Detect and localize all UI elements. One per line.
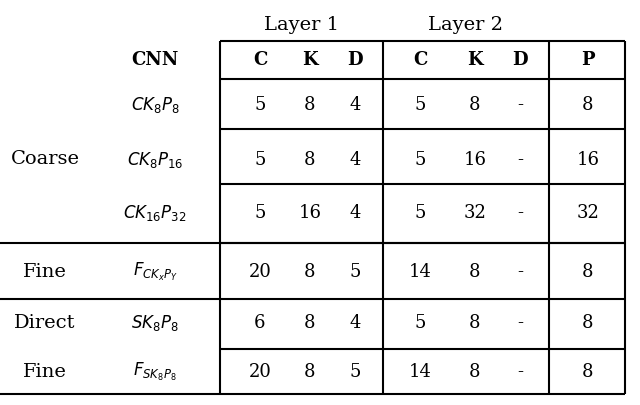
Text: P: P xyxy=(581,51,595,69)
Text: 32: 32 xyxy=(577,203,600,222)
Text: 5: 5 xyxy=(349,262,361,280)
Text: -: - xyxy=(517,262,523,280)
Text: $SK_8P_8$: $SK_8P_8$ xyxy=(131,312,179,332)
Text: Fine: Fine xyxy=(23,262,67,280)
Text: 16: 16 xyxy=(298,203,321,222)
Text: 8: 8 xyxy=(304,313,316,331)
Text: 5: 5 xyxy=(414,313,426,331)
Text: K: K xyxy=(302,51,318,69)
Text: 5: 5 xyxy=(254,96,266,114)
Text: C: C xyxy=(413,51,427,69)
Text: 16: 16 xyxy=(463,151,486,168)
Text: $CK_{16}P_{32}$: $CK_{16}P_{32}$ xyxy=(124,202,187,222)
Text: 8: 8 xyxy=(469,96,481,114)
Text: $F_{CK_xP_Y}$: $F_{CK_xP_Y}$ xyxy=(132,260,177,282)
Text: 5: 5 xyxy=(254,151,266,168)
Text: 5: 5 xyxy=(254,203,266,222)
Text: D: D xyxy=(347,51,363,69)
Text: 14: 14 xyxy=(408,362,431,380)
Text: 8: 8 xyxy=(582,262,594,280)
Text: 6: 6 xyxy=(254,313,266,331)
Text: Coarse: Coarse xyxy=(10,149,79,168)
Text: -: - xyxy=(517,362,523,380)
Text: 5: 5 xyxy=(349,362,361,380)
Text: 5: 5 xyxy=(414,151,426,168)
Text: 4: 4 xyxy=(349,203,361,222)
Text: 4: 4 xyxy=(349,313,361,331)
Text: 8: 8 xyxy=(304,362,316,380)
Text: 8: 8 xyxy=(304,151,316,168)
Text: K: K xyxy=(467,51,483,69)
Text: -: - xyxy=(517,96,523,114)
Text: 4: 4 xyxy=(349,96,361,114)
Text: 14: 14 xyxy=(408,262,431,280)
Text: 8: 8 xyxy=(469,362,481,380)
Text: -: - xyxy=(517,203,523,222)
Text: C: C xyxy=(253,51,267,69)
Text: $CK_8P_8$: $CK_8P_8$ xyxy=(131,95,179,115)
Text: $CK_8P_{16}$: $CK_8P_{16}$ xyxy=(127,149,183,170)
Text: 4: 4 xyxy=(349,151,361,168)
Text: 8: 8 xyxy=(304,262,316,280)
Text: 8: 8 xyxy=(469,313,481,331)
Text: CNN: CNN xyxy=(131,51,179,69)
Text: Fine: Fine xyxy=(23,362,67,380)
Text: Direct: Direct xyxy=(14,313,76,331)
Text: D: D xyxy=(512,51,528,69)
Text: $F_{SK_8P_8}$: $F_{SK_8P_8}$ xyxy=(133,360,177,382)
Text: 20: 20 xyxy=(248,262,271,280)
Text: Layer 2: Layer 2 xyxy=(429,16,504,34)
Text: 5: 5 xyxy=(414,203,426,222)
Text: 8: 8 xyxy=(582,362,594,380)
Text: 32: 32 xyxy=(463,203,486,222)
Text: 20: 20 xyxy=(248,362,271,380)
Text: 8: 8 xyxy=(304,96,316,114)
Text: 8: 8 xyxy=(582,313,594,331)
Text: 8: 8 xyxy=(469,262,481,280)
Text: 8: 8 xyxy=(582,96,594,114)
Text: 5: 5 xyxy=(414,96,426,114)
Text: -: - xyxy=(517,313,523,331)
Text: -: - xyxy=(517,151,523,168)
Text: Layer 1: Layer 1 xyxy=(264,16,339,34)
Text: 16: 16 xyxy=(577,151,600,168)
